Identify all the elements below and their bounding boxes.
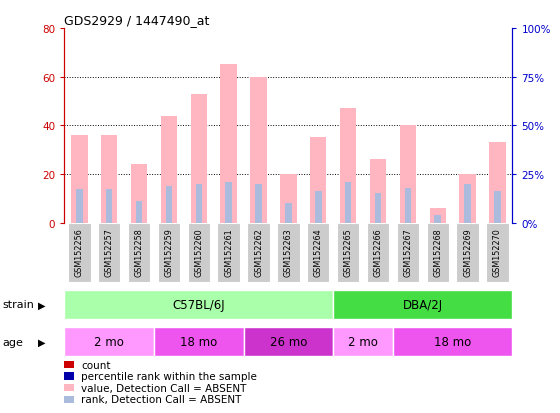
Bar: [459, 174, 476, 223]
FancyBboxPatch shape: [64, 290, 333, 319]
Bar: [195, 184, 202, 223]
Bar: [310, 138, 326, 223]
FancyBboxPatch shape: [64, 327, 154, 356]
FancyBboxPatch shape: [307, 223, 329, 282]
FancyBboxPatch shape: [128, 223, 150, 282]
Bar: [161, 116, 177, 223]
Text: GSM152266: GSM152266: [374, 228, 382, 276]
Text: GSM152257: GSM152257: [105, 228, 114, 276]
Text: GSM152270: GSM152270: [493, 228, 502, 276]
Bar: [464, 184, 471, 223]
Text: GDS2929 / 1447490_at: GDS2929 / 1447490_at: [64, 14, 210, 27]
Bar: [190, 95, 207, 223]
Text: ▶: ▶: [38, 337, 45, 347]
Bar: [225, 182, 232, 223]
FancyBboxPatch shape: [337, 223, 360, 282]
Text: GSM152258: GSM152258: [134, 228, 143, 276]
Text: 18 mo: 18 mo: [180, 335, 217, 348]
Bar: [375, 194, 381, 223]
Text: GSM152261: GSM152261: [224, 228, 233, 276]
FancyBboxPatch shape: [188, 223, 210, 282]
Text: GSM152259: GSM152259: [165, 228, 174, 276]
Text: strain: strain: [3, 299, 35, 310]
Text: DBA/2J: DBA/2J: [403, 298, 443, 311]
Text: count: count: [81, 360, 111, 370]
Text: GSM152267: GSM152267: [403, 228, 412, 276]
FancyBboxPatch shape: [244, 327, 333, 356]
Bar: [255, 184, 262, 223]
Text: GSM152260: GSM152260: [194, 228, 203, 276]
Bar: [340, 109, 356, 223]
FancyBboxPatch shape: [333, 290, 512, 319]
Bar: [285, 204, 292, 223]
Text: GSM152269: GSM152269: [463, 228, 472, 276]
FancyBboxPatch shape: [333, 327, 393, 356]
FancyBboxPatch shape: [154, 327, 244, 356]
Text: GSM152263: GSM152263: [284, 228, 293, 276]
Bar: [315, 192, 321, 223]
Bar: [106, 190, 113, 223]
Bar: [131, 165, 147, 223]
Bar: [76, 190, 83, 223]
FancyBboxPatch shape: [277, 223, 300, 282]
Text: GSM152265: GSM152265: [344, 228, 353, 276]
Text: 26 mo: 26 mo: [270, 335, 307, 348]
Text: GSM152256: GSM152256: [75, 228, 84, 276]
Text: 18 mo: 18 mo: [434, 335, 472, 348]
FancyBboxPatch shape: [248, 223, 270, 282]
FancyBboxPatch shape: [486, 223, 508, 282]
Bar: [404, 188, 411, 223]
FancyBboxPatch shape: [158, 223, 180, 282]
Text: GSM152264: GSM152264: [314, 228, 323, 276]
Text: value, Detection Call = ABSENT: value, Detection Call = ABSENT: [81, 383, 246, 393]
FancyBboxPatch shape: [68, 223, 91, 282]
Text: 2 mo: 2 mo: [94, 335, 124, 348]
Bar: [430, 209, 446, 223]
FancyBboxPatch shape: [393, 327, 512, 356]
FancyBboxPatch shape: [396, 223, 419, 282]
Bar: [345, 182, 352, 223]
FancyBboxPatch shape: [217, 223, 240, 282]
Bar: [166, 186, 172, 223]
Text: GSM152262: GSM152262: [254, 228, 263, 276]
Bar: [280, 174, 297, 223]
Text: rank, Detection Call = ABSENT: rank, Detection Call = ABSENT: [81, 394, 241, 404]
FancyBboxPatch shape: [427, 223, 449, 282]
Text: GSM152268: GSM152268: [433, 228, 442, 276]
Bar: [370, 160, 386, 223]
FancyBboxPatch shape: [367, 223, 389, 282]
Bar: [136, 202, 142, 223]
Bar: [435, 215, 441, 223]
Bar: [250, 77, 267, 223]
Bar: [489, 143, 506, 223]
FancyBboxPatch shape: [98, 223, 120, 282]
Bar: [101, 135, 118, 223]
Bar: [494, 192, 501, 223]
Bar: [71, 135, 87, 223]
FancyBboxPatch shape: [456, 223, 479, 282]
Text: percentile rank within the sample: percentile rank within the sample: [81, 371, 257, 381]
Text: ▶: ▶: [38, 299, 45, 310]
Bar: [221, 65, 237, 223]
Text: age: age: [3, 337, 24, 347]
Text: 2 mo: 2 mo: [348, 335, 378, 348]
Bar: [400, 126, 416, 223]
Text: C57BL/6J: C57BL/6J: [172, 298, 225, 311]
